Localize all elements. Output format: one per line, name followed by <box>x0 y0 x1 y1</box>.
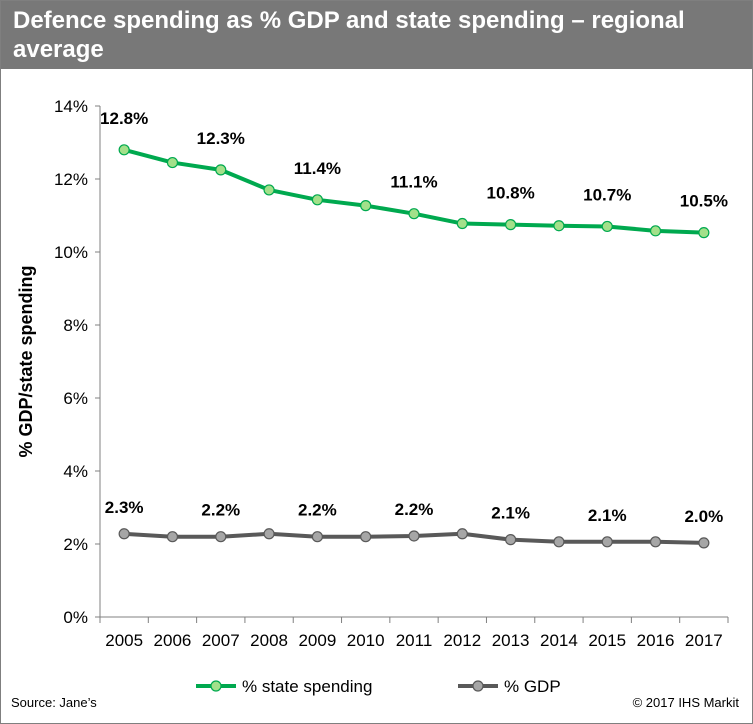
y-tick-label: 10% <box>54 243 88 262</box>
data-point-state-spending <box>408 208 420 220</box>
data-point-gdp <box>601 536 613 548</box>
data-point-state-spending <box>698 227 710 239</box>
x-tick-label: 2017 <box>685 631 723 650</box>
data-label-state-spending: 11.1% <box>390 173 437 192</box>
legend-marker-gdp <box>472 680 484 692</box>
data-point-gdp <box>215 531 227 543</box>
data-point-state-spending <box>311 194 323 206</box>
chart-title: Defence spending as % GDP and state spen… <box>13 7 685 63</box>
data-label-state-spending: 10.5% <box>680 192 728 211</box>
y-tick-label: 4% <box>63 462 88 481</box>
y-tick-label: 6% <box>63 389 88 408</box>
data-point-state-spending <box>505 219 517 231</box>
data-point-state-spending <box>118 144 130 156</box>
data-point-gdp <box>456 528 468 540</box>
y-axis-title: % GDP/state spending <box>16 265 36 457</box>
data-label-gdp: 2.0% <box>684 507 723 526</box>
data-point-state-spending <box>456 217 468 230</box>
y-tick-label: 0% <box>63 608 88 627</box>
data-point-state-spending <box>215 164 227 176</box>
x-tick-label: 2016 <box>637 631 675 650</box>
data-label-gdp: 2.1% <box>588 506 627 525</box>
data-label-state-spending: 10.7% <box>583 185 631 204</box>
y-tick-label: 2% <box>63 535 88 554</box>
data-label-state-spending: 10.8% <box>487 184 535 203</box>
data-point-state-spending <box>360 200 372 212</box>
data-point-gdp <box>649 536 662 548</box>
data-point-gdp <box>505 534 517 546</box>
data-label-gdp: 2.2% <box>298 501 337 520</box>
y-tick-label: 14% <box>54 97 88 116</box>
data-label-gdp: 2.2% <box>201 501 240 520</box>
x-tick-label: 2014 <box>540 631 578 650</box>
data-point-state-spending <box>263 184 275 196</box>
data-label-gdp: 2.1% <box>491 504 530 523</box>
y-tick-label: 8% <box>63 316 88 335</box>
copyright-note: © 2017 IHS Markit <box>632 695 739 710</box>
data-point-state-spending <box>649 225 662 237</box>
data-label-state-spending: 12.3% <box>197 129 245 148</box>
legend-marker-state-spending <box>210 680 222 692</box>
x-tick-label: 2007 <box>202 631 240 650</box>
x-tick-label: 2011 <box>396 631 433 650</box>
data-point-gdp <box>408 530 420 542</box>
data-label-state-spending: 12.8% <box>100 109 148 128</box>
x-tick-label: 2006 <box>154 631 192 650</box>
data-point-gdp <box>698 537 710 549</box>
x-tick-label: 2013 <box>492 631 530 650</box>
data-point-gdp <box>311 531 323 543</box>
data-point-state-spending <box>553 220 565 232</box>
data-point-state-spending <box>166 156 179 169</box>
x-tick-label: 2010 <box>347 631 385 650</box>
y-tick-label: 12% <box>54 170 88 189</box>
x-tick-label: 2005 <box>105 631 143 650</box>
data-point-gdp <box>118 528 130 540</box>
data-point-gdp <box>263 528 275 540</box>
data-label-state-spending: 11.4% <box>294 159 341 178</box>
title-bar: Defence spending as % GDP and state spen… <box>1 1 752 69</box>
legend-label-state-spending: % state spending <box>242 677 372 696</box>
data-label-gdp: 2.2% <box>395 500 434 519</box>
legend-label-gdp: % GDP <box>504 677 561 696</box>
x-tick-label: 2009 <box>298 631 336 650</box>
x-tick-label: 2012 <box>443 631 481 650</box>
data-point-gdp <box>166 531 179 543</box>
data-point-state-spending <box>601 220 613 233</box>
source-note: Source: Jane’s <box>11 695 97 710</box>
data-point-gdp <box>553 536 565 548</box>
x-tick-label: 2008 <box>250 631 288 650</box>
data-label-gdp: 2.3% <box>105 498 144 517</box>
data-point-gdp <box>360 531 372 543</box>
x-tick-label: 2015 <box>588 631 626 650</box>
